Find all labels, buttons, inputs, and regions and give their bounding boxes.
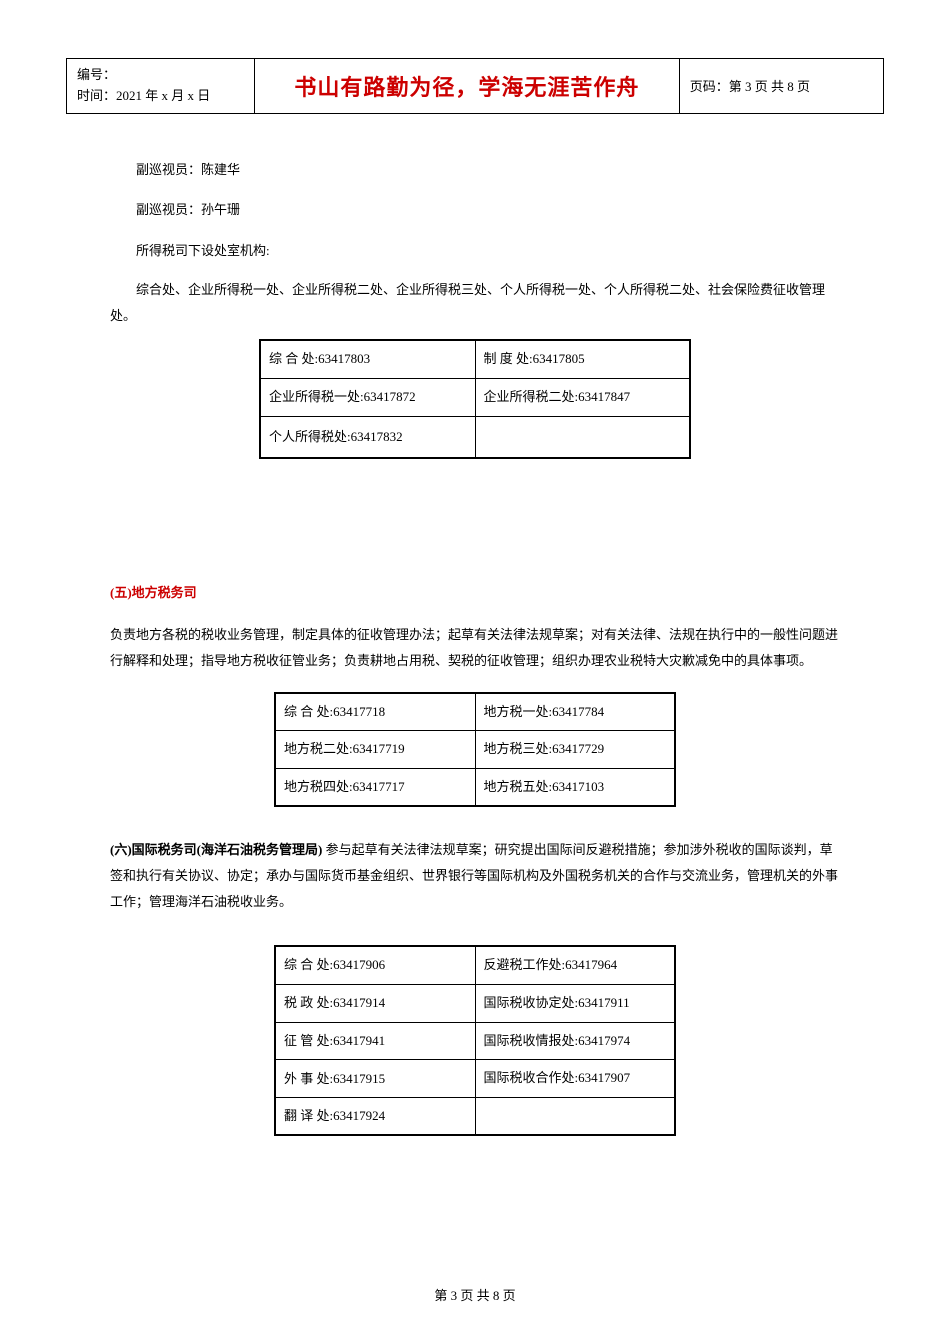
section-6-block: (六)国际税务司(海洋石油税务管理局) 参与起草有关法律法规草案；研究提出国际间… — [110, 837, 840, 915]
table-cell: 国际税收情报处:63417974 — [475, 1022, 675, 1060]
page-header: 编号： 时间：2021 年 x 月 x 日 书山有路勤为径，学海无涯苦作舟 页码… — [0, 0, 950, 114]
table-cell: 国际税收协定处:63417911 — [475, 985, 675, 1023]
table-cell: 个人所得税处:63417832 — [260, 416, 475, 458]
main-title: 书山有路勤为径，学海无涯苦作舟 — [294, 75, 639, 100]
header-right-cell: 页码：第 3 页 共 8 页 — [679, 59, 883, 114]
table-cell: 企业所得税一处:63417872 — [260, 378, 475, 416]
table-cell: 税 政 处:63417914 — [275, 985, 475, 1023]
table-cell: 地方税四处:63417717 — [275, 768, 475, 806]
table-cell: 综 合 处:63417906 — [275, 946, 475, 984]
table-cell: 地方税二处:63417719 — [275, 731, 475, 769]
section-5-desc: 负责地方各税的税收业务管理，制定具体的征收管理办法；起草有关法律法规草案；对有关… — [110, 622, 840, 674]
contact-table-intl-tax: 综 合 处:63417906 反避税工作处:63417964 税 政 处:634… — [274, 945, 676, 1136]
paragraph-dept-list: 综合处、企业所得税一处、企业所得税二处、企业所得税三处、个人所得税一处、个人所得… — [110, 277, 840, 329]
paragraph-org: 所得税司下设处室机构: — [110, 237, 840, 266]
contact-table-income-tax: 综 合 处:63417803 制 度 处:63417805 企业所得税一处:63… — [259, 339, 691, 459]
table-cell: 外 事 处:63417915 — [275, 1060, 475, 1098]
table-cell — [475, 1097, 675, 1135]
contact-table-local-tax: 综 合 处:63417718 地方税一处:63417784 地方税二处:6341… — [274, 692, 676, 808]
table-cell: 征 管 处:63417941 — [275, 1022, 475, 1060]
content-area: 副巡视员：陈建华 副巡视员：孙午珊 所得税司下设处室机构: 综合处、企业所得税一… — [0, 114, 950, 1137]
table-cell: 反避税工作处:63417964 — [475, 946, 675, 984]
section-5-title: (五)地方税务司 — [110, 579, 840, 608]
header-table: 编号： 时间：2021 年 x 月 x 日 书山有路勤为径，学海无涯苦作舟 页码… — [66, 58, 884, 114]
header-date: 时间：2021 年 x 月 x 日 — [77, 86, 244, 107]
section-6-title: (六)国际税务司(海洋石油税务管理局) — [110, 842, 322, 857]
table-cell: 综 合 处:63417803 — [260, 340, 475, 378]
page-footer: 第 3 页 共 8 页 — [0, 1285, 950, 1304]
table-cell: 国际税收合作处:63417907 — [475, 1060, 675, 1098]
table-cell: 翻 译 处:63417924 — [275, 1097, 475, 1135]
header-center-cell: 书山有路勤为径，学海无涯苦作舟 — [254, 59, 679, 114]
paragraph-inspector-1: 副巡视员：陈建华 — [110, 156, 840, 185]
table-cell — [475, 416, 690, 458]
table-cell: 地方税五处:63417103 — [475, 768, 675, 806]
paragraph-inspector-2: 副巡视员：孙午珊 — [110, 196, 840, 225]
table-cell: 企业所得税二处:63417847 — [475, 378, 690, 416]
table-cell: 制 度 处:63417805 — [475, 340, 690, 378]
header-id: 编号： — [77, 65, 244, 86]
table-cell: 综 合 处:63417718 — [275, 693, 475, 731]
table-cell: 地方税一处:63417784 — [475, 693, 675, 731]
header-left-cell: 编号： 时间：2021 年 x 月 x 日 — [67, 59, 255, 114]
table-cell: 地方税三处:63417729 — [475, 731, 675, 769]
